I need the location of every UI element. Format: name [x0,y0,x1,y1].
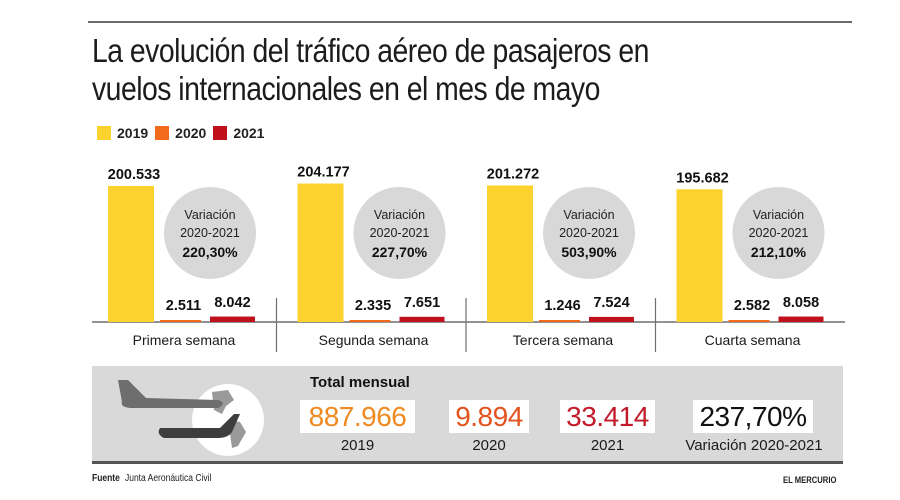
brand-logo: EL MERCURIO [783,475,837,485]
source-text: Junta Aeronáutica Civil [124,473,212,484]
title-line-2: vuelos internacionales en el mes de mayo [92,70,600,107]
bar-2020 [728,320,770,322]
bar-value-label: 2.582 [734,298,770,314]
legend-label: 2019 [117,125,149,141]
bar-value-label: 200.533 [108,167,160,183]
legend-swatch-2020 [155,126,170,140]
bar-value-label: 1.246 [544,298,580,314]
legend-item-2019: 2019 [97,125,148,141]
total-variation-caption: Variación 2020-2021 [685,437,823,454]
top-rule [88,21,852,23]
variation-label: Variación [563,208,614,222]
total-variation-value: 237,70% [693,400,813,433]
total-2021-value: 33.414 [560,400,655,433]
total-2019-caption: 2019 [340,437,375,454]
bar-value-label: 7.651 [404,295,440,311]
bar-2021 [399,316,445,322]
bar-2020 [349,320,391,322]
bar-chart: Variación 2020-2021 220,30% 200.533 2.511 8.0… [92,165,845,352]
total-2020-caption: 2020 [472,437,506,454]
legend-label: 2020 [175,125,207,141]
source-note: Fuente Junta Aeronáutica Civil [92,473,211,484]
bar-2020 [160,320,201,322]
variation-period: 2020-2021 [180,226,240,240]
variation-period: 2020-2021 [749,226,809,240]
bar-value-label: 2.511 [166,298,202,314]
bar-value-label: 8.058 [783,295,819,311]
variation-circle [732,187,825,279]
legend-swatch-2019 [97,126,111,140]
variation-label: Variación [184,208,235,222]
legend-item-2021: 2021 [213,125,264,141]
bar-2021 [778,316,824,322]
variation-value: 220,30% [182,244,238,260]
bar-value-label: 7.524 [593,295,629,311]
variation-label: Variación [374,208,425,222]
bar-2019 [108,186,154,322]
variation-value: 227,70% [372,244,428,260]
category-label: Cuarta semana [705,332,801,348]
category-label: Primera semana [133,332,236,348]
bar-2021 [210,316,255,322]
total-2019-value: 887.966 [300,400,415,433]
bar-2019 [676,189,723,322]
variation-period: 2020-2021 [559,226,619,240]
legend-item-2020: 2020 [155,125,206,141]
bar-value-label: 204.177 [297,165,349,181]
legend: 2019 2020 2021 [97,125,271,141]
chart-title: La evolución del tráfico aéreo de pasaje… [92,32,746,108]
category-label: Segunda semana [319,332,429,348]
bar-2019 [297,183,344,322]
variation-circle [164,187,256,279]
category-label: Tercera semana [513,332,614,348]
bar-2021 [589,316,634,322]
variation-value: 503,90% [561,244,617,260]
variation-label: Variación [753,208,804,222]
bar-2020 [539,320,580,322]
legend-swatch-2021 [213,126,228,140]
variation-period: 2020-2021 [370,226,430,240]
source-label: Fuente [92,473,120,484]
title-line-1: La evolución del tráfico aéreo de pasaje… [92,32,649,69]
variation-circle [353,187,446,279]
bar-value-label: 201.272 [487,166,539,182]
bar-2019 [487,185,533,322]
total-heading: Total mensual [310,374,410,391]
legend-label: 2021 [233,125,265,141]
bar-value-label: 195.682 [676,170,728,186]
total-2020-value: 9.894 [449,400,529,433]
bar-value-label: 2.335 [355,298,391,314]
variation-value: 212,10% [751,244,807,260]
airplanes-globe-icon [118,380,264,456]
total-2021-caption: 2021 [590,437,625,454]
variation-circle [543,187,635,279]
bar-value-label: 8.042 [214,295,250,311]
